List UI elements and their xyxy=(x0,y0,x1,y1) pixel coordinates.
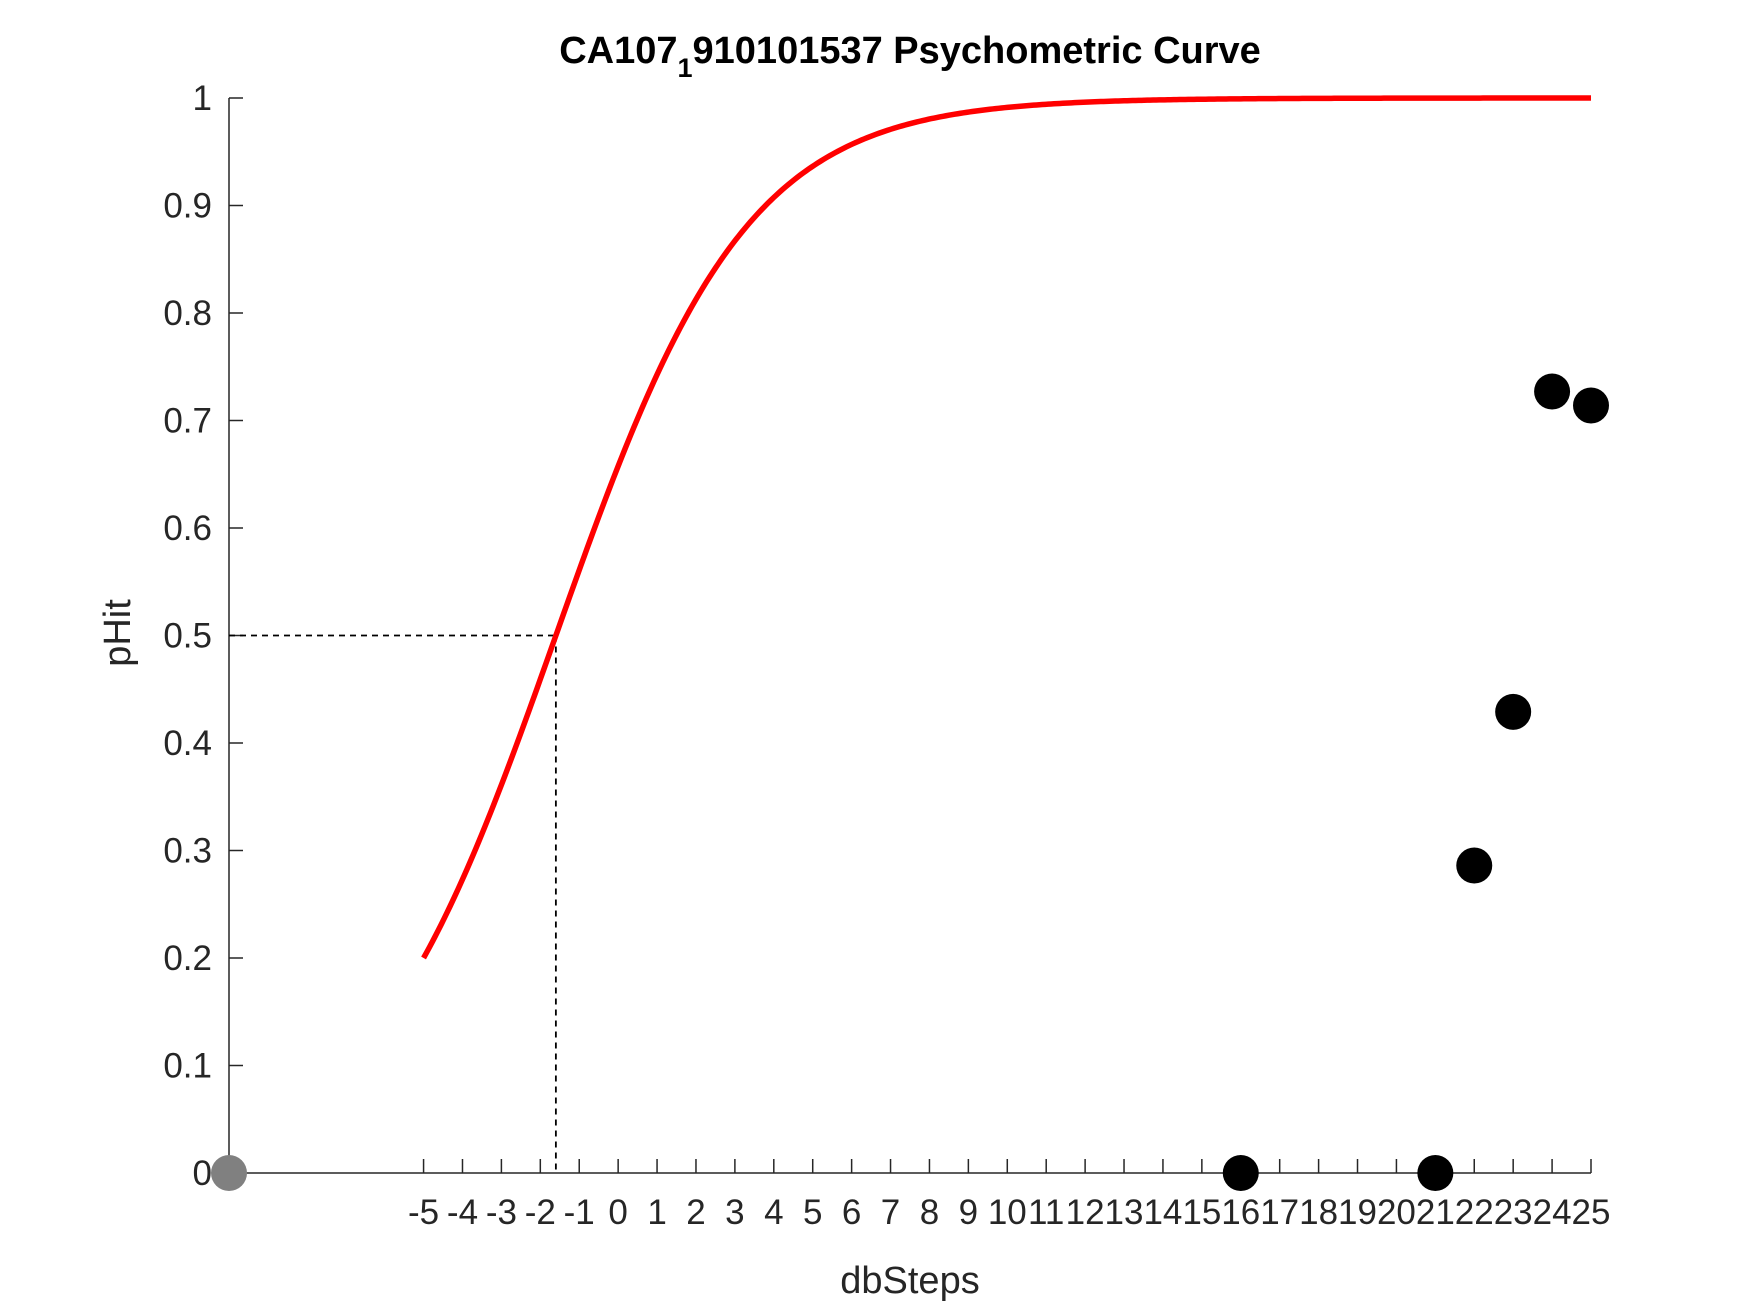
data-point xyxy=(1222,1155,1259,1191)
x-tick-label: 6 xyxy=(842,1193,861,1232)
y-axis-label: pHit xyxy=(97,599,139,667)
y-tick-label: 0.1 xyxy=(163,1047,212,1086)
x-tick-label: -2 xyxy=(525,1193,556,1232)
x-tick-label: -5 xyxy=(408,1193,439,1232)
x-tick-label: -1 xyxy=(564,1193,595,1232)
y-tick-label: 0.4 xyxy=(163,724,212,763)
x-tick-label: 2 xyxy=(686,1193,705,1232)
y-tick-label: 0.9 xyxy=(163,187,212,226)
x-tick-label: 24 xyxy=(1533,1193,1572,1232)
x-tick-label: 1 xyxy=(647,1193,666,1232)
x-tick-label: 25 xyxy=(1572,1193,1611,1232)
x-tick-label: 17 xyxy=(1260,1193,1299,1232)
fit-curve xyxy=(421,95,1591,960)
fit-curve-group xyxy=(421,95,1591,960)
x-tick-label: 11 xyxy=(1028,1193,1064,1232)
x-tick-label: 16 xyxy=(1221,1193,1260,1232)
threshold-lines xyxy=(229,634,557,1173)
y-tick-label: 0.3 xyxy=(163,832,212,871)
y-tick-label: 0.7 xyxy=(163,402,212,441)
x-tick-label: 15 xyxy=(1182,1193,1221,1232)
chart-title-prefix: CA107 xyxy=(559,30,677,72)
y-tick-label: 0 xyxy=(193,1154,212,1193)
reference-point xyxy=(211,1155,247,1191)
x-tick-label: 0 xyxy=(608,1193,627,1232)
x-tick-label: 10 xyxy=(988,1193,1027,1232)
x-tick-label: -3 xyxy=(486,1193,517,1232)
chart-title-subscript: 1 xyxy=(678,53,693,83)
y-tick-label: 1 xyxy=(193,79,212,118)
chart-title: CA1071910101537 Psychometric Curve xyxy=(559,30,1261,83)
x-tick-label: 19 xyxy=(1338,1193,1377,1232)
x-tick-label: 23 xyxy=(1494,1193,1533,1232)
x-tick-label: 7 xyxy=(881,1193,900,1232)
x-tick-label: 22 xyxy=(1455,1193,1494,1232)
x-tick-label: 21 xyxy=(1416,1193,1455,1232)
x-tick-label: 4 xyxy=(764,1193,783,1232)
data-points xyxy=(211,373,1609,1191)
data-point xyxy=(1573,387,1609,424)
x-tick-label: 20 xyxy=(1377,1193,1416,1232)
x-tick-label: 13 xyxy=(1105,1193,1144,1232)
x-tick-label: 8 xyxy=(920,1193,939,1232)
x-tick-label: -4 xyxy=(447,1193,478,1232)
x-tick-label: 14 xyxy=(1143,1193,1182,1232)
x-tick-label: 5 xyxy=(803,1193,822,1232)
y-tick-label: 0.8 xyxy=(163,294,212,333)
x-tick-label: 18 xyxy=(1299,1193,1338,1232)
data-point xyxy=(1417,1155,1454,1191)
y-tick-label: 0.6 xyxy=(163,509,212,548)
x-tick-label: 3 xyxy=(725,1193,744,1232)
y-tick-label: 0.2 xyxy=(163,939,212,978)
data-point xyxy=(1534,373,1571,410)
data-point xyxy=(1456,847,1493,884)
y-tick-label: 0.5 xyxy=(163,617,212,656)
data-point xyxy=(1495,693,1532,730)
x-tick-label: 9 xyxy=(959,1193,978,1232)
axes: 0 0.1 0.2 0.3 0.4 0.5 0.6 0.7 0.8 0.9 1 -5 -4 -3 -2 -1 0… xyxy=(163,79,1610,1232)
x-tick-label: 12 xyxy=(1066,1193,1105,1232)
chart-title-suffix: 910101537 Psychometric Curve xyxy=(693,30,1261,72)
x-axis-label: dbSteps xyxy=(840,1260,979,1302)
